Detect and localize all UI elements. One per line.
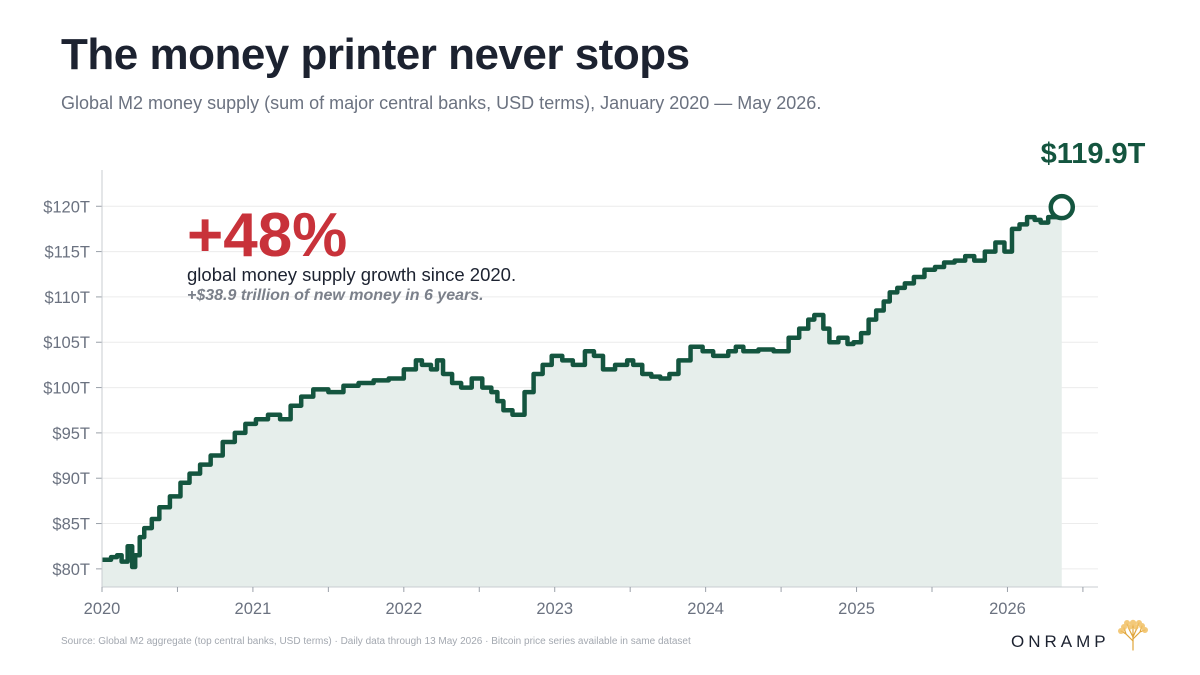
source-note: Source: Global M2 aggregate (top central… [61, 636, 691, 647]
growth-detail: +$38.9 trillion of new money in 6 years. [187, 287, 484, 304]
x-tick-label: 2020 [84, 600, 121, 618]
y-tick-label: $105T [43, 334, 90, 352]
y-tick-label: $100T [43, 380, 90, 398]
axes: $80T $85T $90T $95T $100T $105T $110T $115T $120… [43, 170, 1098, 618]
y-tick-label: $115T [44, 244, 90, 262]
growth-percent-stat: +48% [187, 201, 347, 270]
brand-logo-text: ONRAMP [1011, 632, 1110, 651]
y-tick-label: $90T [52, 470, 90, 488]
x-tick-label: 2026 [989, 600, 1026, 618]
y-tick-label: $95T [52, 425, 90, 443]
tree-logo-icon [1118, 619, 1148, 651]
chart-title: The money printer never stops [61, 30, 690, 79]
x-tick-label: 2024 [687, 600, 724, 618]
y-tick-label: $80T [52, 561, 90, 579]
growth-description: global money supply growth since 2020. [187, 264, 516, 285]
y-tick-label: $120T [43, 198, 90, 216]
x-tick-label: 2023 [536, 600, 573, 618]
x-tick-label: 2021 [235, 600, 272, 618]
chart-subtitle: Global M2 money supply (sum of major cen… [61, 93, 822, 113]
end-point-marker [1048, 193, 1076, 221]
x-tick-label: 2022 [385, 600, 422, 618]
y-tick-label: $85T [52, 516, 90, 534]
y-tick-label: $110T [44, 289, 90, 307]
series-line [102, 207, 1065, 570]
end-value-label: $119.9T [1041, 138, 1146, 170]
x-tick-label: 2025 [838, 600, 875, 618]
area-fill [102, 207, 1062, 587]
